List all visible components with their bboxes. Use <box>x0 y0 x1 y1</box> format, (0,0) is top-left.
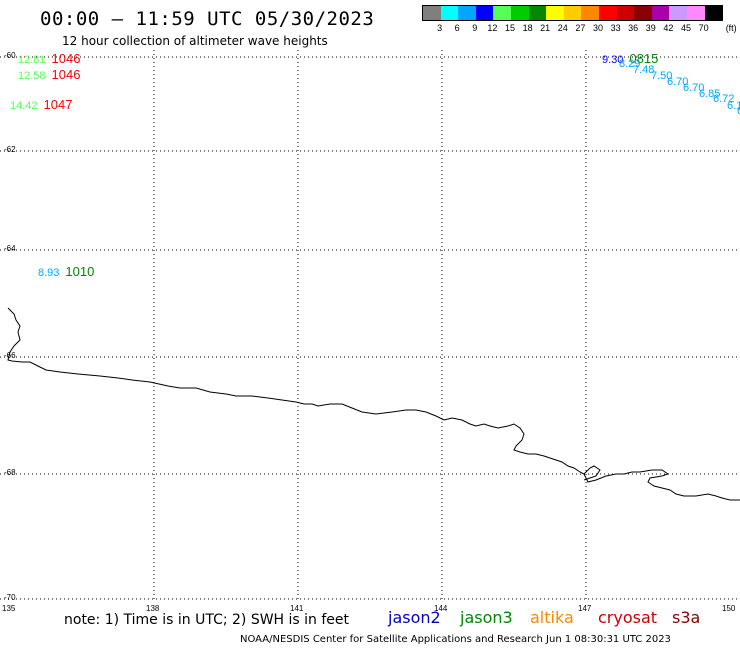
legend-label: 24 <box>557 23 568 33</box>
legend-label: 70 <box>698 23 709 33</box>
legend-label: 33 <box>610 23 621 33</box>
track-wave-height: 7.50 <box>651 70 673 82</box>
observation-time: 0815 <box>629 51 659 66</box>
track-wave-height: 6 <box>737 105 740 117</box>
track-wave-height: 6.72 <box>713 93 735 105</box>
observation-time: 1047 <box>43 97 73 112</box>
legend-swatch <box>563 6 582 20</box>
lon-label: 138 <box>146 604 160 613</box>
legend-swatch <box>686 6 705 20</box>
legend-swatch <box>493 6 511 20</box>
legend-labels: 3 6 9 12 15 18 21 24 27 30 33 36 39 42 45 70 (ft) <box>422 21 737 35</box>
track-wave-height: 6.70 <box>683 82 705 94</box>
wave-height-value: 12.58 <box>18 70 46 82</box>
wave-observation: 12.58 1046 <box>18 66 80 84</box>
mission-altika: altika <box>530 608 574 627</box>
legend-swatch <box>634 6 652 20</box>
legend-swatches <box>422 5 724 21</box>
legend-swatch <box>669 6 687 20</box>
legend-swatch <box>704 6 723 20</box>
wave-observation: 8.93 1010 <box>38 263 94 281</box>
legend-label: 18 <box>522 23 533 33</box>
legend-label: 39 <box>645 23 656 33</box>
lat-label: -62 <box>4 145 16 154</box>
lat-label: -64 <box>4 244 16 253</box>
legend-label: 12 <box>487 23 498 33</box>
track-wave-height: 6.85 <box>699 88 721 100</box>
legend-label: 21 <box>540 23 551 33</box>
track-wave-height: 8.29 <box>619 58 641 70</box>
track-wave-height: 7.48 <box>633 64 655 76</box>
legend-swatch <box>581 6 599 20</box>
mission-jason2: jason2 <box>388 608 441 627</box>
observation-time: 1046 <box>51 51 81 66</box>
legend-label: 27 <box>575 23 586 33</box>
legend-swatch <box>528 6 547 20</box>
lon-label: 147 <box>578 604 592 613</box>
mission-cryosat: cryosat <box>598 608 658 627</box>
legend-swatch <box>651 6 670 20</box>
lon-label: 144 <box>434 604 448 613</box>
footer-note: note: 1) Time is in UTC; 2) SWH is in fe… <box>64 612 350 628</box>
legend-swatch <box>423 6 441 20</box>
legend-label: 15 <box>504 23 516 33</box>
wave-observation: 12.81 1046 <box>18 50 80 68</box>
coastline-branch <box>583 465 601 481</box>
wave-height-value: 9.30 <box>602 54 624 66</box>
mission-s3a: s3a <box>672 608 701 627</box>
legend-label: 36 <box>628 23 639 33</box>
credit-line: NOAA/NESDIS Center for Satellite Applica… <box>240 634 671 645</box>
legend-swatch <box>510 6 529 20</box>
wave-height-value: 8.93 <box>38 267 60 279</box>
lon-label: 135 <box>2 604 16 613</box>
wave-height-value: 14.42 <box>10 100 38 112</box>
wave-height-value: 12.81 <box>18 54 46 66</box>
observation-time: 1046 <box>51 67 81 82</box>
legend-unit: (ft) <box>725 23 737 33</box>
legend-label: 9 <box>472 23 478 33</box>
legend-swatch <box>475 6 494 20</box>
lat-label: -68 <box>4 468 16 477</box>
graticule <box>0 50 740 602</box>
legend-swatch <box>598 6 617 20</box>
legend-label: 42 <box>663 23 674 33</box>
lat-label: -66 <box>4 351 16 360</box>
lon-label: 141 <box>290 604 304 613</box>
track-wave-height: 6.19 <box>727 100 740 112</box>
wave-height-color-legend: 3 6 9 12 15 18 21 24 27 30 33 36 39 42 45 70 (ft) <box>422 5 737 35</box>
observation-time: 1010 <box>65 264 95 279</box>
mission-jason3: jason3 <box>460 608 513 627</box>
legend-swatch <box>458 6 476 20</box>
legend-label: 45 <box>680 23 692 33</box>
legend-swatch <box>440 6 459 20</box>
lat-label: -70 <box>4 593 16 602</box>
legend-swatch <box>616 6 635 20</box>
page-title: 00:00 – 11:59 UTC 05/30/2023 <box>40 8 375 30</box>
wave-observation: 9.30 0815 <box>602 50 658 68</box>
wave-observation: 14.42 1047 <box>10 96 72 114</box>
lat-label: -60 <box>4 51 16 60</box>
legend-label: 30 <box>592 23 604 33</box>
legend-label: 6 <box>454 23 460 33</box>
lon-label: 150 <box>722 604 736 613</box>
legend-swatch <box>546 6 564 20</box>
coastline <box>7 307 740 501</box>
page-subtitle: 12 hour collection of altimeter wave hei… <box>62 34 328 48</box>
legend-label: 3 <box>437 23 443 33</box>
track-wave-height: 6.70 <box>667 76 689 88</box>
